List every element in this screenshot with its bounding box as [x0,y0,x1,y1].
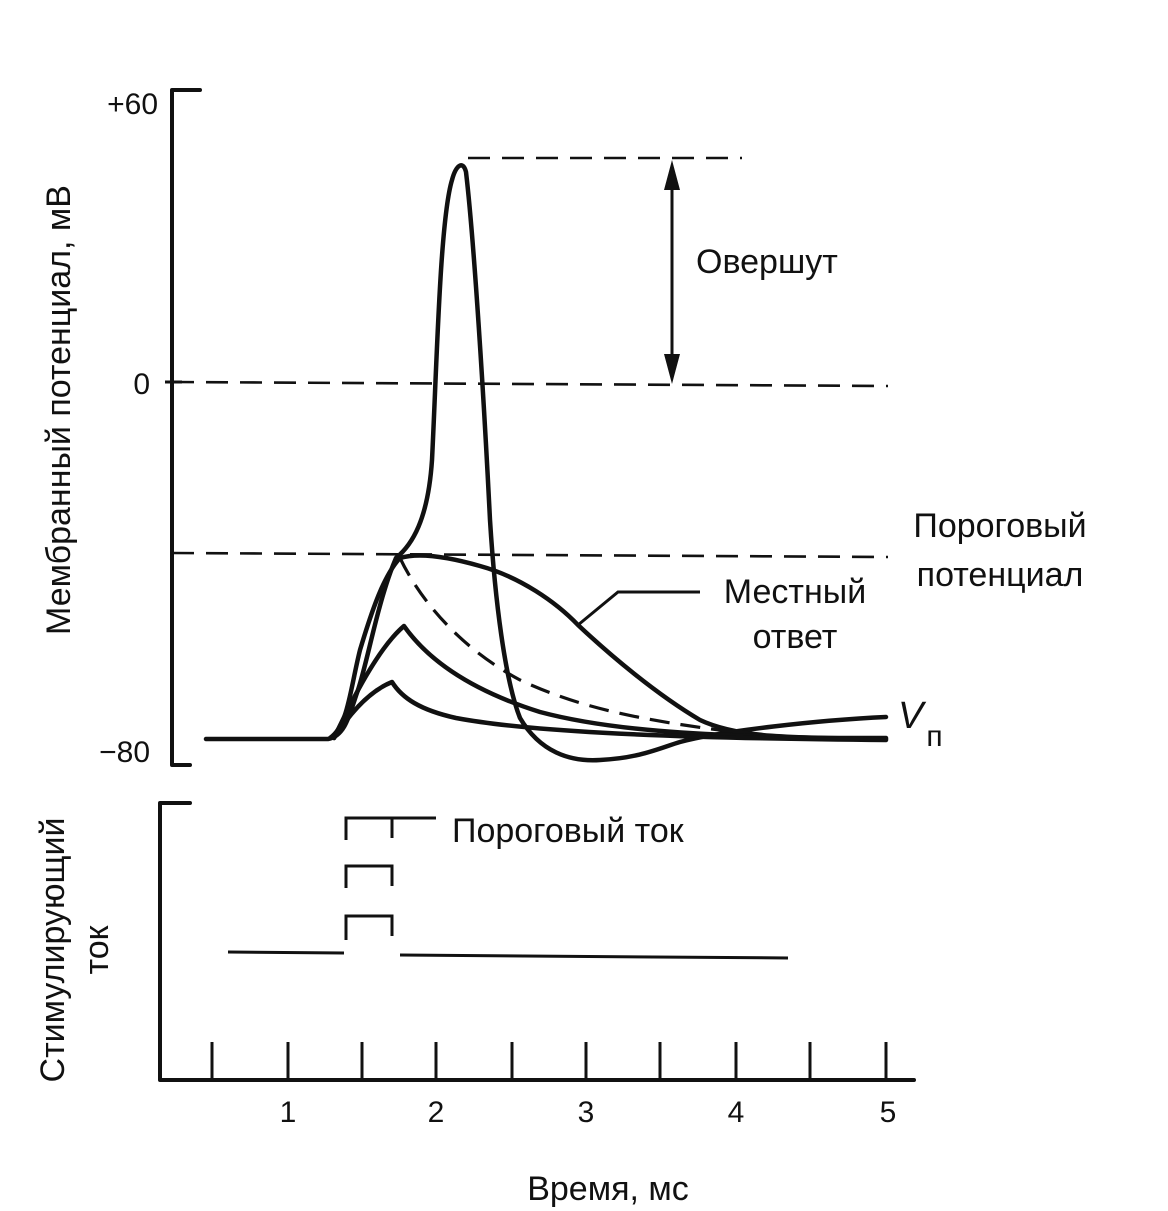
subthreshold-response-small [331,679,889,743]
local-response-pointer [577,590,700,627]
x-tick-label-4: 4 [728,1096,745,1129]
zero-reference-line [171,380,889,388]
local-response-label-line1: Местный [724,573,866,611]
y-axis-label-potential: Мембранный потенциал, мВ [40,185,78,635]
threshold-label-line1: Пороговый [913,507,1086,545]
x-tick-label-1: 1 [280,1096,297,1129]
overshoot-arrow-head-up [664,160,680,190]
potential-axis-bracket [170,88,202,767]
overshoot-label: Овершут [696,243,838,281]
local-response-curve [327,553,889,741]
x-tick-label-5: 5 [880,1096,897,1129]
local-response-label-line2: ответ [753,618,838,656]
current-baseline-right [399,953,789,960]
threshold-reference-line [171,551,889,559]
y-tick-zero: 0 [133,368,150,401]
resting-potential-subscript: п [926,720,942,753]
x-tick-label-2: 2 [428,1096,445,1129]
current-pulse-threshold [344,816,394,840]
y-tick-minus80: −80 [99,736,150,769]
x-axis-ticks [210,1042,888,1080]
x-axis-label: Время, мс [527,1170,689,1208]
passive-decay-dashed-curve [398,557,735,734]
overshoot-arrow-head-down [664,354,680,384]
current-pulse-small [344,914,394,940]
current-pulse-medium [344,864,394,888]
subthreshold-response-medium [331,623,889,742]
threshold-current-label: Пороговый ток [452,812,685,850]
current-baseline-left [227,950,345,955]
y-axis-label-current-line1: Стимулирующий [34,818,72,1083]
current-axis-bracket [158,801,916,1082]
threshold-label-line2: потенциал [917,556,1084,594]
x-tick-label-3: 3 [578,1096,595,1129]
y-tick-plus60: +60 [107,88,158,121]
resting-potential-symbol: V [898,695,927,737]
y-axis-label-current-line2: ток [78,924,116,974]
